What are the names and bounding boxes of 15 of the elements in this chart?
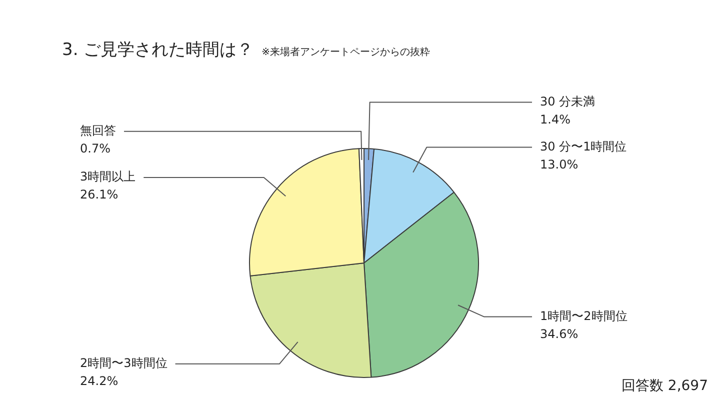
data-label: 24.2% [80,374,118,388]
data-label: 34.6% [540,326,578,341]
data-label: 0.7% [80,141,110,156]
slice-label: 3時間以上 [80,170,136,184]
slice-label: 30 分〜1時間位 [540,139,627,154]
slice-label: 無回答 [80,123,116,138]
slice-label: 2時間〜3時間位 [80,356,168,370]
chart-subtitle: ※来場者アンケートページからの抜粋 [262,47,430,58]
slice-label: 30 分未満 [540,94,596,108]
text: 回答数 2,697 [621,377,708,395]
data-label: 26.1% [80,188,118,202]
chart-title: 3. ご見学された時間は？ [62,40,254,60]
data-label: 13.0% [540,157,578,172]
slice-label: 1時間〜2時間位 [540,308,628,323]
data-label: 1.4% [540,112,570,126]
